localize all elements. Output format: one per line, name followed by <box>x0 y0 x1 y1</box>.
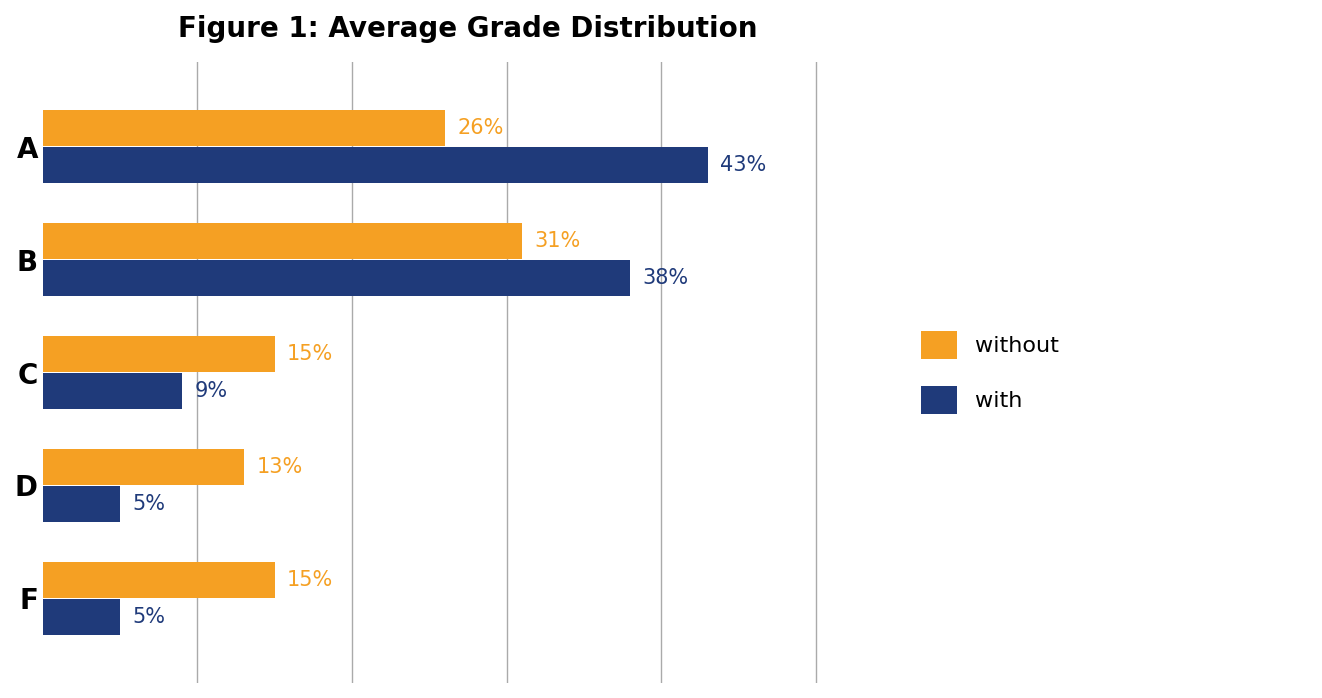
Text: 15%: 15% <box>287 570 333 590</box>
Bar <box>42 562 275 597</box>
Text: 31%: 31% <box>534 231 580 251</box>
Bar <box>42 336 275 372</box>
Bar <box>42 449 243 485</box>
Title: Figure 1: Average Grade Distribution: Figure 1: Average Grade Distribution <box>178 15 758 43</box>
Bar <box>42 599 120 635</box>
Bar <box>42 373 182 409</box>
Text: 26%: 26% <box>457 118 504 138</box>
Bar <box>42 260 631 296</box>
Legend: without , with : without , with <box>921 331 1066 415</box>
Text: 9%: 9% <box>194 381 227 401</box>
Text: 13%: 13% <box>256 456 303 477</box>
Text: 5%: 5% <box>132 607 165 627</box>
Bar <box>42 147 707 184</box>
Text: 15%: 15% <box>287 344 333 364</box>
Text: 43%: 43% <box>720 156 767 175</box>
Bar <box>42 223 522 259</box>
Text: 38%: 38% <box>642 268 689 288</box>
Bar <box>42 486 120 522</box>
Text: 5%: 5% <box>132 494 165 514</box>
Bar <box>42 110 444 146</box>
